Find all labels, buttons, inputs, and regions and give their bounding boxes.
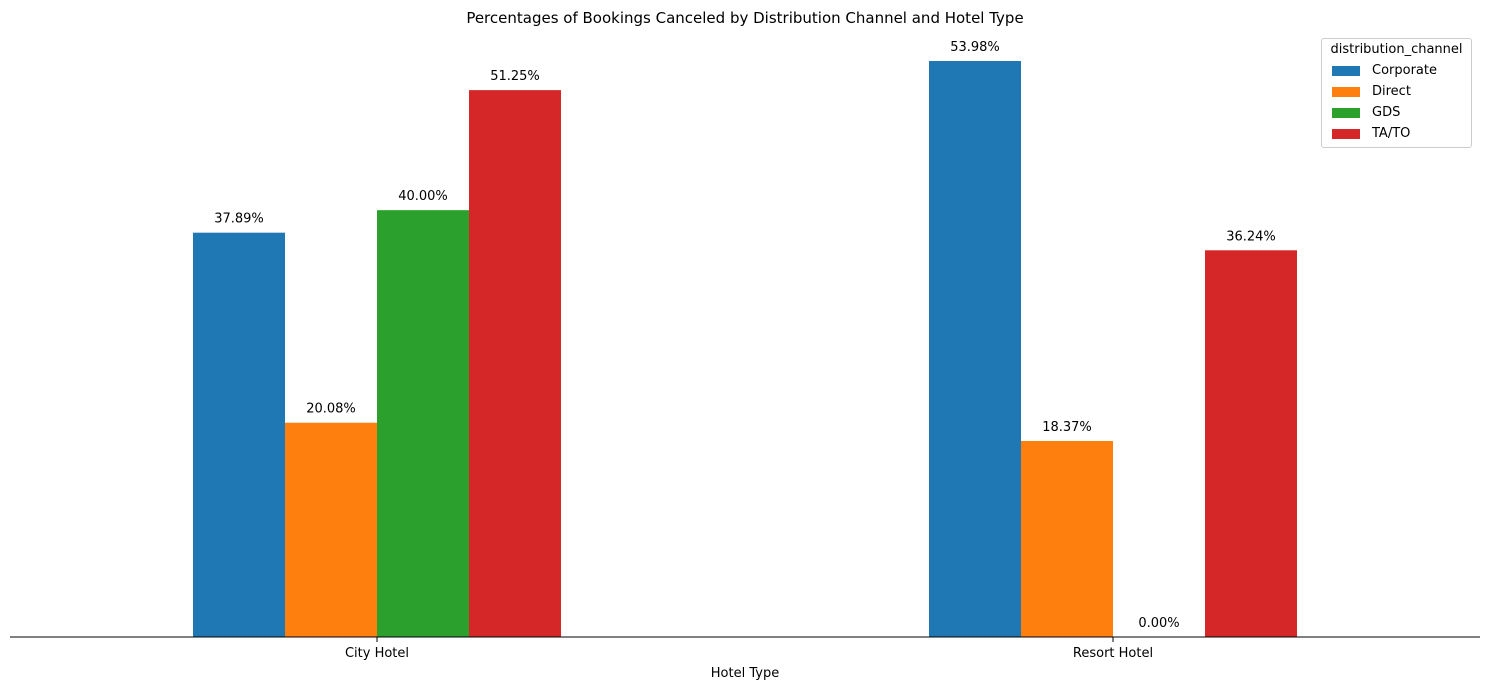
- data-label: 40.00%: [398, 189, 448, 204]
- chart-title: Percentages of Bookings Canceled by Dist…: [466, 9, 1023, 27]
- legend-swatch: [1332, 108, 1360, 118]
- legend-item: GDS: [1332, 105, 1400, 121]
- x-axis-label: Hotel Type: [711, 666, 779, 681]
- legend-label: Direct: [1372, 84, 1411, 99]
- bar-ta-to-resort-hotel: [1205, 250, 1297, 637]
- legend-title: distribution_channel: [1330, 42, 1463, 57]
- legend-swatch: [1332, 87, 1360, 97]
- legend-label: Corporate: [1372, 63, 1437, 78]
- data-label-group: 37.89% 20.08% 40.00% 51.25% 53.98% 18.37% 0.00…: [214, 40, 1276, 631]
- legend-label: GDS: [1372, 105, 1401, 120]
- data-label: 37.89%: [214, 212, 264, 227]
- legend-swatch: [1332, 129, 1360, 139]
- bar-ta-to-city-hotel: [469, 90, 561, 637]
- x-tick-group: City Hotel Resort Hotel: [345, 637, 1153, 661]
- x-tick-label: Resort Hotel: [1073, 646, 1153, 661]
- legend: distribution_channel Corporate Direct GDS T…: [1321, 38, 1472, 148]
- bar-direct-resort-hotel: [1021, 440, 1113, 637]
- data-label: 20.08%: [306, 402, 356, 417]
- legend-swatch: [1332, 66, 1360, 76]
- bar-direct-city-hotel: [285, 422, 377, 637]
- legend-item: Direct: [1332, 84, 1411, 100]
- bar-corporate-city-hotel: [193, 232, 285, 638]
- x-tick-label: City Hotel: [345, 646, 409, 661]
- bar-corporate-resort-hotel: [929, 61, 1021, 637]
- data-label: 18.37%: [1042, 420, 1092, 435]
- data-label: 0.00%: [1138, 616, 1179, 631]
- data-label: 53.98%: [950, 40, 1000, 55]
- legend-item: TA/TO: [1332, 126, 1410, 142]
- bar-gds-city-hotel: [377, 210, 469, 638]
- bar-group: [193, 61, 1297, 638]
- data-label: 36.24%: [1226, 229, 1276, 244]
- legend-item: Corporate: [1332, 63, 1437, 79]
- legend-label: TA/TO: [1372, 126, 1411, 141]
- data-label: 51.25%: [490, 69, 540, 84]
